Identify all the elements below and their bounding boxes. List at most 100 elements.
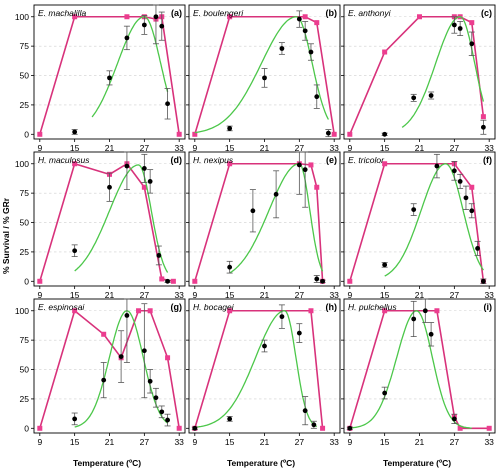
survival-point [457, 425, 463, 431]
x-tick-label: 33 [484, 437, 494, 447]
survival-line [194, 309, 324, 429]
survival-point [331, 131, 337, 137]
growth-point [428, 93, 434, 98]
x-tick-label: 27 [450, 437, 460, 447]
growth-point [434, 163, 440, 169]
survival-line [39, 309, 180, 429]
x-tick-label: 33 [174, 437, 184, 447]
growth-point [165, 417, 170, 423]
growth-point [101, 377, 107, 383]
x-tick-label: 15 [380, 290, 390, 300]
x-tick-label: 27 [140, 437, 150, 447]
panel-letter: (e) [326, 155, 337, 165]
y-tick-label: 25 [20, 247, 30, 257]
panel-letter: (c) [481, 8, 492, 18]
growth-point [422, 308, 428, 314]
growth-point [262, 343, 267, 349]
growth-point [124, 35, 130, 41]
species-label: H. maculosus [38, 155, 90, 165]
x-tick-label: 33 [329, 143, 339, 153]
survival-point [37, 131, 43, 137]
growth-point [296, 16, 302, 22]
x-tick-label: 9 [37, 290, 42, 300]
y-tick-label: 75 [20, 41, 30, 51]
fit-curve [91, 16, 169, 118]
survival-point [486, 425, 492, 431]
growth-point [347, 425, 353, 431]
survival-point [72, 308, 78, 314]
growth-point [302, 408, 308, 414]
y-tick-label: 25 [20, 100, 30, 110]
survival-point [417, 14, 422, 20]
x-tick-label: 15 [225, 290, 235, 300]
fit-curve [349, 310, 472, 429]
x-tick-label: 15 [70, 437, 80, 447]
growth-point [107, 184, 112, 190]
growth-point [279, 46, 285, 51]
survival-point [347, 131, 353, 137]
survival-line [349, 309, 490, 430]
survival-point [314, 20, 320, 26]
growth-point [159, 409, 165, 415]
x-tick-label: 9 [192, 437, 197, 447]
panel-frame [343, 298, 496, 434]
growth-point [141, 22, 147, 28]
fit-curve [401, 16, 485, 128]
survival-point [227, 161, 233, 167]
survival-point [382, 308, 388, 314]
growth-point [451, 22, 457, 28]
panel-frame [188, 151, 341, 287]
survival-point [382, 49, 388, 55]
survival-point [141, 184, 147, 190]
growth-point [302, 167, 308, 173]
fit-curve [384, 163, 484, 277]
x-tick-label: 15 [225, 437, 235, 447]
growth-point [147, 378, 153, 384]
x-tick-label: 27 [450, 143, 460, 153]
growth-point [480, 124, 486, 130]
growth-point [107, 75, 112, 81]
survival-point [320, 425, 326, 431]
growth-point [475, 245, 480, 251]
panel-h: 9 15 21 27 33 H. bocagei (h) [186, 298, 341, 447]
x-tick-label: 15 [70, 143, 80, 153]
growth-point [159, 23, 165, 29]
x-tick-label: 27 [295, 143, 305, 153]
panel-c: 9 15 21 27 33 E. anthonyi (c) [341, 4, 496, 153]
x-axis-title-2: Temperature (ºC) [227, 458, 295, 468]
growth-point [262, 75, 267, 81]
survival-point [37, 278, 43, 284]
growth-point [118, 354, 124, 359]
x-tick-label: 33 [329, 437, 339, 447]
growth-point [382, 131, 388, 137]
growth-point [296, 162, 302, 168]
growth-point [320, 278, 325, 284]
growth-point [227, 126, 233, 131]
growth-point [273, 191, 279, 197]
growth-point [153, 14, 159, 20]
y-tick-label: 100 [15, 12, 29, 22]
growth-point [72, 129, 78, 135]
survival-point [308, 162, 314, 168]
survival-line [194, 162, 324, 282]
y-tick-label: 0 [24, 423, 29, 433]
panel-b: 9 15 21 27 33 E. boulengeri (b) [186, 4, 341, 153]
x-tick-label: 15 [380, 143, 390, 153]
species-label: H. bocagei [193, 302, 235, 312]
y-tick-label: 100 [15, 306, 29, 316]
survival-point [72, 161, 78, 167]
panel-letter: (i) [484, 302, 493, 312]
species-label: E. machalilla [38, 8, 86, 18]
survival-point [37, 425, 43, 431]
growth-point [124, 163, 130, 169]
growth-point [72, 248, 78, 254]
panel-letter: (h) [326, 302, 338, 312]
survival-point [227, 308, 233, 314]
growth-point [411, 95, 417, 101]
y-tick-label: 100 [15, 159, 29, 169]
growth-point [279, 314, 285, 320]
x-tick-label: 9 [37, 143, 42, 153]
survival-point [136, 308, 142, 314]
panel-d: 0 25 50 75 100 9 15 21 27 33 H. maculosus (d) [15, 151, 186, 300]
